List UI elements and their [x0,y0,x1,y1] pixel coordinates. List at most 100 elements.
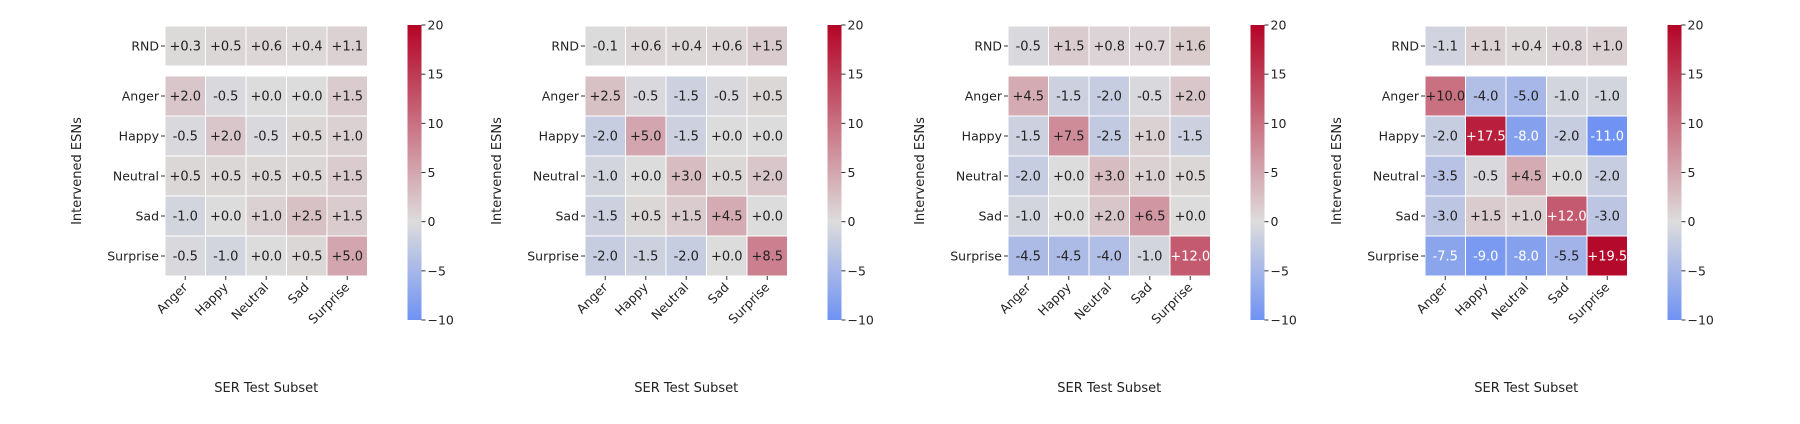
cell-label: -0.5 [714,90,739,105]
x-tick-label: Sad [285,280,312,307]
cell-label: +0.0 [291,90,323,105]
cell-label: -2.0 [1554,130,1579,145]
cell-anger-anger [1424,75,1466,117]
cell-label: +0.0 [751,130,783,145]
cell-label: -4.5 [1016,250,1041,265]
cell-label: -1.5 [593,210,618,225]
colorbar [407,25,422,320]
cell-label: +0.8 [1093,40,1125,55]
cell-label: +12.0 [1170,250,1210,265]
cell-label: +5.0 [630,130,662,145]
cell-label: -1.5 [1178,130,1203,145]
cell-label: +0.3 [169,40,201,55]
cell-label: -1.0 [1554,90,1579,105]
cell-surprise-anger [1007,235,1049,277]
y-tick-label: Happy [119,129,160,144]
cell-anger-happy [625,75,667,117]
colorbar-tick-label: −10 [1271,313,1297,328]
cell-anger-sad [1546,75,1588,117]
cell-happy-surprise [1169,115,1211,157]
cell-label: +2.0 [210,130,242,145]
colorbar-tick-label: 0 [1271,214,1279,229]
cell-label: +0.5 [1174,170,1206,185]
cell-label: +0.4 [1510,40,1542,55]
cell-surprise-happy [1048,235,1090,277]
cell-anger-surprise [1169,75,1211,117]
cell-label: -7.5 [1433,250,1458,265]
colorbar-tick-label: 15 [1688,67,1704,82]
cell-label: -2.0 [674,250,699,265]
cell-sad-surprise [746,195,788,237]
colorbar-tick-label: 5 [1688,165,1696,180]
cell-label: +1.0 [331,130,363,145]
cell-label: +0.0 [250,250,282,265]
cell-anger-neutral [1088,75,1130,117]
cell-neutral-happy [1465,155,1507,197]
cell-neutral-anger [584,155,626,197]
y-axis-title: Intervened ESNs [70,117,85,225]
cell-label: +3.0 [1093,170,1125,185]
cell-neutral-neutral [665,155,707,197]
cell-rnd-anger [1424,25,1466,67]
x-tick-label: Sad [705,280,732,307]
cell-rnd-surprise [746,25,788,67]
cell-surprise-surprise [1586,235,1628,277]
cell-sad-sad [1129,195,1171,237]
cell-label: +0.0 [1053,170,1085,185]
cell-label: -1.5 [1056,90,1081,105]
cell-label: -3.5 [1433,170,1458,185]
cell-rnd-neutral [245,25,287,67]
cell-happy-sad [706,115,748,157]
cell-sad-happy [625,195,667,237]
cell-label: +1.5 [670,210,702,225]
colorbar-tick-label: −10 [1688,313,1714,328]
cell-label: +1.6 [1174,40,1206,55]
cell-rnd-happy [205,25,247,67]
cell-label: +0.7 [1134,40,1166,55]
cell-surprise-sad [1129,235,1171,277]
colorbar-tick-label: 15 [848,67,864,82]
cell-label: +0.0 [1174,210,1206,225]
cell-label: -1.0 [593,170,618,185]
x-tick-label: Happy [1035,279,1075,319]
cell-label: -1.0 [1595,90,1620,105]
cell-label: +10.0 [1425,90,1465,105]
x-tick-label: Anger [996,279,1034,317]
cell-label: +1.5 [1470,210,1502,225]
cell-label: -8.0 [1514,130,1539,145]
cell-label: -1.5 [674,90,699,105]
cell-label: +0.0 [751,210,783,225]
y-tick-label: Neutral [1373,169,1419,184]
cell-surprise-happy [205,235,247,277]
y-axis-title: Intervened ESNs [1330,117,1345,225]
cell-sad-surprise [1586,195,1628,237]
cell-label: +0.5 [291,170,323,185]
cell-happy-sad [1546,115,1588,157]
y-tick-label: Surprise [1367,249,1419,264]
cell-rnd-neutral [665,25,707,67]
y-tick-label: RND [131,39,159,54]
cell-label: +6.5 [1134,210,1166,225]
cell-rnd-sad [1129,25,1171,67]
y-tick-label: RND [551,39,579,54]
colorbar-tick-label: 5 [848,165,856,180]
y-tick-label: Surprise [527,249,579,264]
cell-label: +1.0 [1510,210,1542,225]
cell-sad-surprise [1169,195,1211,237]
colorbar-tick-label: −10 [428,313,454,328]
cell-label: +0.5 [711,170,743,185]
colorbar-tick-label: −5 [1688,263,1706,278]
colorbar-tick-label: 0 [1688,214,1696,229]
cell-neutral-happy [205,155,247,197]
cell-label: -5.0 [1514,90,1539,105]
x-tick-label: Neutral [648,280,691,323]
x-tick-label: Neutral [1488,280,1531,323]
cell-sad-sad [286,195,328,237]
cell-label: +1.0 [1134,170,1166,185]
y-tick-label: Sad [555,209,579,224]
colorbar-tick-label: 10 [1271,116,1287,131]
cell-label: +0.0 [711,250,743,265]
cell-label: -9.0 [1473,250,1498,265]
heatmap-panel-2: -0.1 +0.6 +0.4 +0.6 +1.5 RND +2.5 -0.5 -1.5 -0.5 +… [490,18,874,397]
x-tick-label: Surprise [725,279,772,326]
